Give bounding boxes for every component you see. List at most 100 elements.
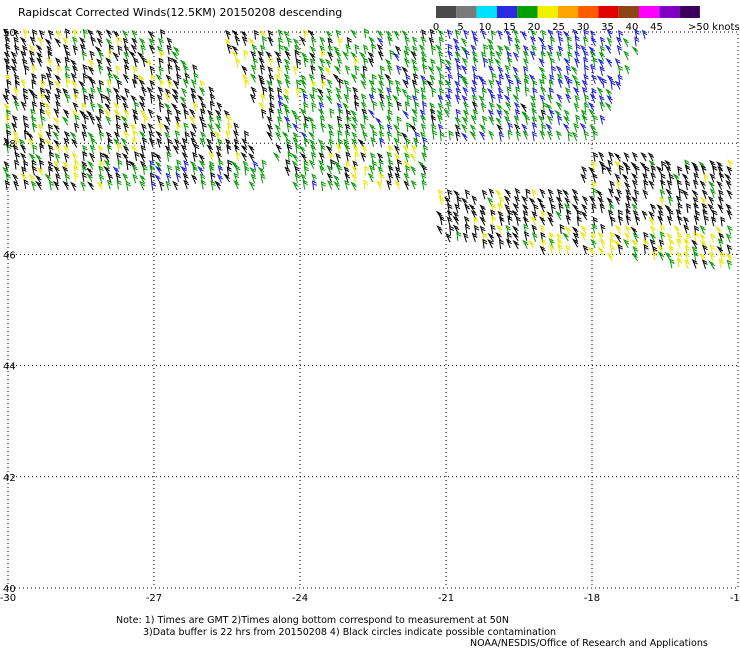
wind-barb [70, 79, 78, 90]
wind-barb [4, 180, 11, 190]
wind-barb [430, 115, 437, 125]
wind-barb [351, 165, 358, 175]
wind-barb [402, 79, 409, 89]
wind-barb [172, 46, 180, 56]
wind-barb [231, 29, 239, 39]
wind-barb [166, 44, 173, 55]
wind-barb [726, 189, 733, 200]
wind-barb [449, 225, 455, 236]
wind-barb [198, 160, 206, 170]
wind-barb [154, 161, 162, 171]
wind-barb [591, 74, 598, 84]
wind-barb [446, 101, 452, 111]
wind-barb [11, 58, 18, 68]
wind-barb [703, 215, 710, 226]
wind-barb [233, 138, 240, 149]
wind-barb [494, 50, 502, 60]
wind-barb [136, 51, 144, 61]
wind-barb [107, 173, 114, 183]
wind-barb [158, 57, 164, 68]
wind-barb [55, 30, 62, 40]
wind-barb [717, 196, 724, 206]
wind-barb [138, 174, 146, 184]
wind-barb [148, 130, 155, 141]
wind-barb [336, 164, 343, 175]
wind-barb [435, 44, 442, 54]
wind-barb [691, 189, 699, 199]
wind-barb [248, 152, 255, 163]
wind-barb [675, 209, 682, 219]
wind-barb [669, 258, 675, 269]
wind-barb [378, 123, 385, 134]
wind-barb [446, 189, 453, 200]
wind-barb [192, 64, 198, 75]
wind-barb [157, 37, 164, 48]
wind-barb [516, 78, 522, 89]
wind-barb [141, 137, 148, 147]
wind-barb [281, 131, 289, 141]
wind-barb [572, 195, 580, 205]
wind-barb [302, 179, 308, 190]
wind-barb [357, 138, 365, 148]
wind-barb [384, 73, 391, 83]
wind-barb [563, 109, 570, 119]
wind-barb [676, 215, 683, 226]
wind-barb [716, 245, 724, 255]
wind-barb [120, 137, 128, 147]
wind-barb [675, 195, 682, 205]
wind-barb [113, 131, 120, 141]
wind-barb [395, 64, 402, 75]
wind-barb [504, 29, 512, 39]
legend-swatch [456, 6, 477, 18]
wind-barb [106, 87, 112, 98]
wind-barb [193, 72, 199, 83]
wind-barb [344, 65, 351, 75]
wind-barb [473, 216, 479, 227]
wind-barb [473, 74, 479, 84]
wind-barb [241, 36, 248, 46]
wind-barb [537, 197, 544, 206]
wind-barb [364, 165, 370, 176]
wind-barb [405, 165, 411, 176]
wind-barb [524, 86, 530, 97]
wind-barb [401, 88, 408, 98]
wind-barb [514, 43, 521, 54]
wind-barb [531, 122, 538, 133]
wind-barb [282, 45, 290, 55]
wind-barb [698, 233, 706, 243]
wind-barb [515, 215, 522, 226]
wind-barb [63, 43, 69, 54]
wind-barb [23, 179, 29, 190]
wind-barb [226, 43, 233, 54]
wind-barb [62, 36, 69, 47]
wind-barb [539, 202, 546, 213]
wind-barb [437, 29, 444, 39]
wind-barb [657, 245, 664, 255]
wind-barb [259, 64, 266, 75]
wind-barb [230, 160, 238, 170]
wind-barb [446, 29, 453, 40]
wind-barb [699, 180, 706, 190]
wind-barb [368, 93, 375, 104]
wind-barb [591, 87, 597, 98]
wind-barb [183, 122, 189, 133]
wind-barb [326, 78, 333, 89]
wind-barb [103, 109, 111, 119]
wind-barb [320, 144, 326, 155]
wind-barb [414, 87, 420, 98]
wind-barb [565, 93, 572, 104]
wind-barb [480, 29, 487, 40]
wind-barb [558, 36, 564, 47]
wind-barb [421, 101, 428, 112]
wind-barb [561, 232, 569, 242]
wind-barb [447, 203, 453, 214]
wind-barb [147, 122, 154, 133]
wind-barb [235, 57, 241, 68]
wind-barb [44, 102, 51, 111]
wind-barb [490, 93, 496, 104]
wind-barb [609, 237, 615, 248]
wind-barb [352, 144, 359, 155]
wind-barb [78, 80, 85, 90]
wind-barb [173, 138, 181, 148]
wind-barb [575, 114, 581, 125]
